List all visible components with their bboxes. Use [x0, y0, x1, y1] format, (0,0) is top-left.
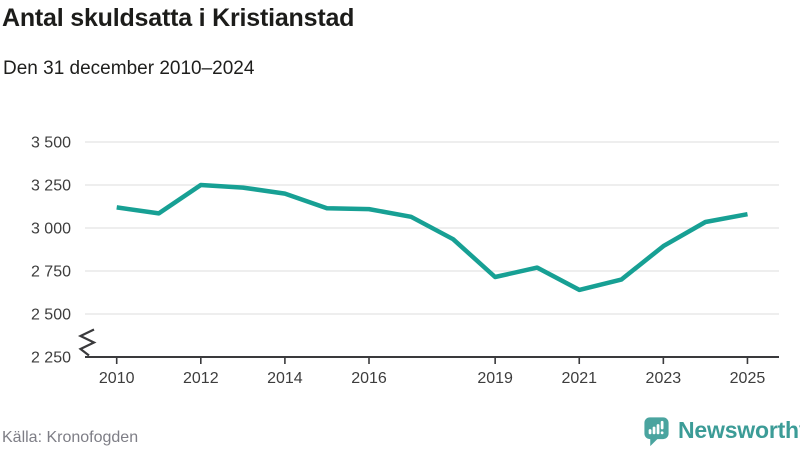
x-axis-label: 2016 — [351, 370, 387, 387]
newsworthy-bubble-chart-icon — [644, 417, 669, 447]
newsworthy-wordmark: Newsworthy — [678, 417, 800, 443]
bar-icon-medium — [652, 426, 656, 435]
x-axis-label: 2023 — [646, 370, 682, 387]
exclamation-dot-icon — [660, 431, 664, 435]
source-label: Källa: Kronofogden — [2, 429, 139, 446]
bar-icon-small — [648, 429, 652, 435]
y-axis-label: 3 500 — [31, 135, 71, 152]
x-axis-label: 2012 — [183, 370, 219, 387]
x-axis-label: 2021 — [561, 370, 597, 387]
y-axis-label: 2 500 — [31, 307, 71, 324]
x-axis-label: 2025 — [730, 370, 766, 387]
y-axis-label: 3 250 — [31, 178, 71, 195]
speech-bubble-shape — [644, 417, 669, 447]
x-axis-label: 2019 — [477, 370, 513, 387]
chart-subtitle: Den 31 december 2010–2024 — [3, 58, 255, 79]
x-axis-label: 2014 — [267, 370, 303, 387]
bar-icon-large — [656, 424, 660, 435]
y-axis-label: 3 000 — [31, 221, 71, 238]
series-line — [116, 182, 748, 293]
x-axis-label: 2010 — [99, 370, 135, 387]
y-axis-label: 2 750 — [31, 264, 71, 281]
y-axis-label: 2 250 — [31, 350, 71, 367]
chart-title: Antal skuldsatta i Kristianstad — [2, 4, 355, 32]
exclamation-stem-icon — [660, 420, 664, 430]
newsworthy-logo: Newsworthy — [644, 415, 800, 447]
axis-break-icon — [77, 328, 97, 357]
